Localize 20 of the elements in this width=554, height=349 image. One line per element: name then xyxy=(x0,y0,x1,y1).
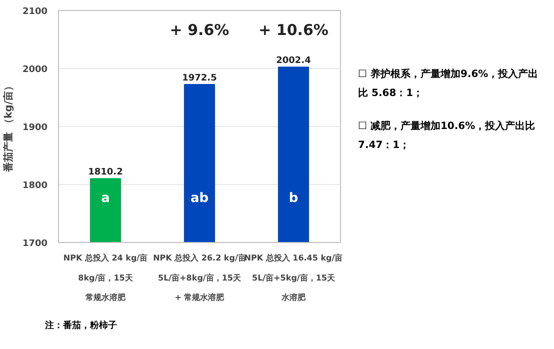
y-tick-label: 1800 xyxy=(22,181,48,191)
text: ☐ 养护根系，产量增加9.6%，投入产出比 5.68：1； xyxy=(358,67,540,101)
data-label: 2002.4 xyxy=(276,56,311,66)
annotation: a xyxy=(101,190,110,206)
y-tick-label: 1900 xyxy=(22,123,48,133)
y-axis-title: 番茄产量 （kg/亩） xyxy=(2,81,14,173)
y-tick-label: 2100 xyxy=(22,7,48,17)
data-label: 1810.2 xyxy=(88,168,123,178)
annotation: ab xyxy=(190,190,209,206)
text: ☐ 减肥，产量增加10.6%，投入产出比 7.47：1； xyxy=(358,120,536,153)
y-tick-label: 1700 xyxy=(22,239,48,249)
category-label: NPK 总投入 26.2 kg/亩5L/亩+8kg/亩，15天+ 常规水溶肥 xyxy=(153,254,246,302)
y-tick-label: 2000 xyxy=(22,65,48,75)
text: 注：番茄，粉柿子 xyxy=(45,320,117,333)
data-label: 1972.5 xyxy=(182,73,217,84)
annotation: b xyxy=(288,190,298,206)
annotation: + 10.6% xyxy=(258,21,328,40)
category-label: NPK 总投入 24 kg/亩8kg/亩，15天常规水溶肥 xyxy=(63,254,148,302)
category-label: NPK 总投入 16.45 kg/亩5L/亩+5kg/亩，15天水溶肥 xyxy=(244,254,343,302)
annotation: + 9.6% xyxy=(170,21,230,40)
